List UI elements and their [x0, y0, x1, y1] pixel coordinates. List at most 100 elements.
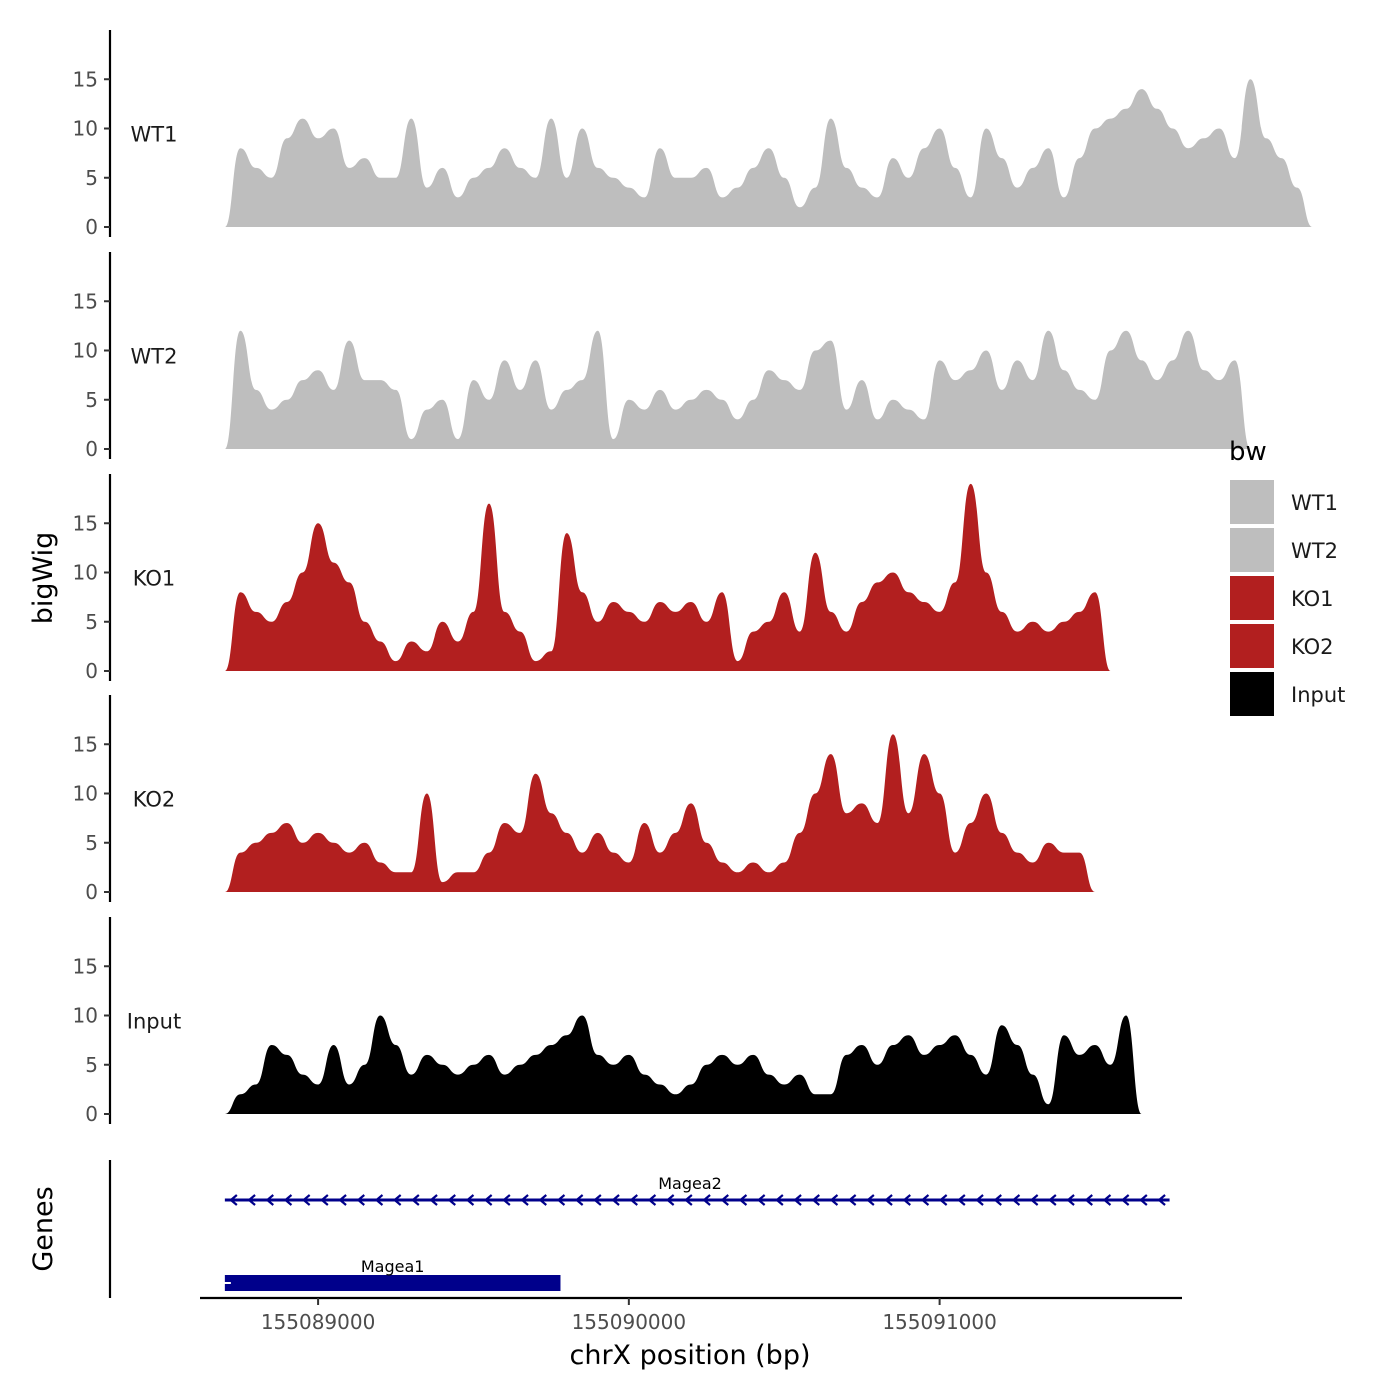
strand-arrow: [665, 1194, 675, 1206]
strand-arrow: [738, 1194, 748, 1206]
strand-arrow: [884, 1194, 893, 1206]
strand-arrow: [902, 1194, 911, 1206]
legend-label: Input: [1291, 683, 1345, 707]
track-ko1: 0 5 10 15 KO1: [73, 474, 1111, 683]
track-label: Input: [127, 1010, 181, 1034]
strand-arrow: [611, 1194, 620, 1206]
gene-magea1: Magea1: [222, 1257, 561, 1291]
strand-arrow: [1011, 1194, 1021, 1206]
area-ko2: [224, 734, 1095, 892]
legend-label: KO2: [1291, 635, 1334, 659]
strand-arrow: [247, 1194, 256, 1206]
strand-arrow: [392, 1194, 402, 1206]
strand-arrow: [1120, 1194, 1130, 1206]
area-wt1: [224, 79, 1313, 227]
strand-arrow: [684, 1194, 693, 1206]
x-tick-label: 155089000: [261, 1310, 376, 1334]
strand-arrow: [283, 1194, 293, 1206]
strand-arrow: [1084, 1194, 1093, 1206]
legend-title: bw: [1229, 437, 1267, 467]
gene-magea2: Magea2: [224, 1174, 1170, 1206]
strand-arrow: [356, 1194, 365, 1206]
area-wt2: [224, 330, 1251, 449]
y-tick-label: 10: [73, 117, 98, 141]
legend: bw WT1 WT2 KO1 KO2 Input: [1229, 437, 1345, 716]
strand-arrow: [920, 1194, 930, 1206]
strand-arrow: [483, 1194, 493, 1206]
legend-label: WT2: [1291, 539, 1338, 563]
y-tick-label: 15: [73, 511, 98, 535]
legend-item-wt1: WT1: [1230, 480, 1338, 524]
track-label: WT2: [131, 345, 178, 369]
legend-swatch: [1230, 624, 1274, 668]
strand-arrow: [429, 1194, 438, 1206]
y-tick-label: 0: [85, 880, 98, 904]
strand-arrow: [1048, 1194, 1057, 1206]
y-tick-label: 0: [85, 215, 98, 239]
legend-label: KO1: [1291, 587, 1334, 611]
track-label: WT1: [131, 123, 178, 147]
track-wt1: 0 5 10 15 WT1: [73, 30, 1313, 239]
y-tick-label: 5: [85, 388, 98, 412]
area-ko1: [224, 483, 1111, 671]
strand-arrow: [538, 1194, 547, 1206]
strand-arrow: [957, 1194, 966, 1206]
legend-item-ko1: KO1: [1230, 576, 1334, 620]
y-tick-label: 15: [73, 67, 98, 91]
strand-arrow: [829, 1194, 839, 1206]
y-tick-label: 5: [85, 166, 98, 190]
y-axis-title: bigWig: [28, 532, 59, 625]
strand-arrow: [993, 1194, 1002, 1206]
y-tick-label: 10: [73, 339, 98, 363]
strand-arrow: [520, 1194, 529, 1206]
y-tick-label: 15: [73, 289, 98, 313]
strand-arrow: [938, 1194, 948, 1206]
y-tick-label: 15: [73, 732, 98, 756]
strand-arrow: [811, 1194, 820, 1206]
tracks: 0 5 10 15 WT1 0 5 10 15 WT2 0 5 10 15 KO1 0 5 10 15 KO2 0 5 10…: [73, 30, 1313, 1126]
strand-arrow: [975, 1194, 984, 1206]
strand-arrow: [574, 1194, 584, 1206]
y-tick-label: 0: [85, 437, 98, 461]
legend-swatch: [1230, 576, 1274, 620]
y-tick-label: 5: [85, 610, 98, 634]
legend-item-input: Input: [1230, 672, 1345, 716]
x-tick-label: 155090000: [572, 1310, 687, 1334]
track-label: KO2: [133, 788, 176, 812]
strand-arrow: [847, 1194, 857, 1206]
gene-label: Magea1: [361, 1257, 425, 1276]
y-tick-label: 0: [85, 1102, 98, 1126]
x-axis-title: chrX position (bp): [569, 1340, 810, 1371]
strand-arrow: [629, 1194, 638, 1206]
genes-axis-title: Genes: [28, 1186, 59, 1271]
strand-arrow: [447, 1194, 456, 1206]
x-axis: 155089000 155090000 155091000: [200, 1296, 1182, 1334]
strand-arrow: [465, 1194, 475, 1206]
y-tick-label: 5: [85, 1053, 98, 1077]
strand-arrow: [1066, 1194, 1075, 1206]
legend-swatch: [1230, 480, 1274, 524]
track-input: 0 5 10 15 Input: [73, 917, 1142, 1126]
area-input: [224, 1015, 1142, 1114]
strand-arrow: [301, 1194, 311, 1206]
track-wt2: 0 5 10 15 WT2: [73, 252, 1251, 461]
track-label: KO1: [133, 567, 176, 591]
genes-panel: Magea2 Magea1: [108, 1160, 1170, 1298]
y-tick-label: 15: [73, 954, 98, 978]
strand-arrow: [411, 1194, 420, 1206]
strand-arrow: [793, 1194, 802, 1206]
strand-arrow: [374, 1194, 384, 1206]
gene-exon: [224, 1275, 561, 1291]
y-tick-label: 5: [85, 831, 98, 855]
strand-arrow: [320, 1194, 329, 1206]
strand-arrow: [775, 1194, 784, 1206]
x-tick-label: 155091000: [882, 1310, 997, 1334]
legend-swatch: [1230, 672, 1274, 716]
y-tick-label: 0: [85, 659, 98, 683]
strand-arrow: [1157, 1194, 1166, 1206]
strand-arrow: [556, 1194, 566, 1206]
legend-item-ko2: KO2: [1230, 624, 1334, 668]
strand-arrow: [265, 1194, 274, 1206]
strand-arrow: [720, 1194, 729, 1206]
